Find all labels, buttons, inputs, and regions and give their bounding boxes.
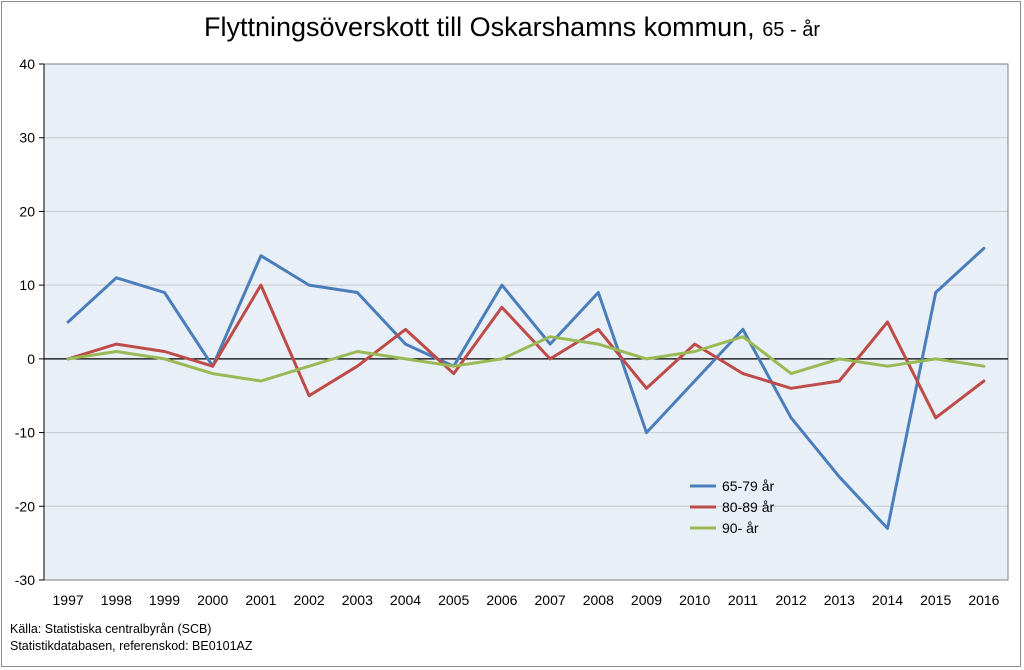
x-tick-label: 1999: [149, 592, 180, 608]
x-tick-label: 2014: [872, 592, 903, 608]
x-tick-label: 2006: [486, 592, 517, 608]
y-tick-label: 10: [19, 277, 35, 293]
x-tick-label: 2009: [631, 592, 662, 608]
y-tick-label: 40: [19, 56, 35, 72]
x-tick-label: 1998: [101, 592, 132, 608]
chart-title: Flyttningsöverskott till Oskarshamns kom…: [0, 12, 1024, 43]
source-line-1: Källa: Statistiska centralbyrån (SCB): [10, 622, 212, 636]
y-tick-label: 0: [27, 351, 35, 367]
x-tick-label: 2016: [968, 592, 999, 608]
y-tick-label: -20: [15, 498, 35, 514]
y-tick-label: 20: [19, 203, 35, 219]
x-tick-label: 1997: [53, 592, 84, 608]
y-tick-label: -30: [15, 572, 35, 588]
x-tick-label: 2011: [728, 592, 758, 608]
legend: 65-79 år 80-89 år 90- år: [690, 478, 774, 536]
plot-area: [44, 64, 1008, 580]
x-tick-label: 2000: [197, 592, 228, 608]
x-tick-label: 2005: [438, 592, 469, 608]
series-line-3: [66, 335, 986, 383]
x-tick-label: 2002: [294, 592, 325, 608]
x-tick-label: 2013: [824, 592, 855, 608]
legend-label: 65-79 år: [722, 478, 774, 494]
x-tick-label: 2004: [390, 592, 421, 608]
chart-subtitle: 65 - år: [762, 19, 820, 41]
x-tick-label: 2003: [342, 592, 373, 608]
legend-label: 90- år: [722, 520, 759, 536]
x-tick-label: 2010: [679, 592, 710, 608]
chart-title-main: Flyttningsöverskott till Oskarshamns kom…: [204, 12, 755, 42]
source-note: Källa: Statistiska centralbyrån (SCB) St…: [10, 621, 253, 655]
x-tick-label: 2007: [535, 592, 566, 608]
series-line-1: [66, 246, 986, 530]
y-tick-label: -10: [15, 425, 35, 441]
source-line-2: Statistikdatabasen, referenskod: BE0101A…: [10, 639, 253, 653]
x-tick-label: 2008: [583, 592, 614, 608]
x-tick-label: 2015: [920, 592, 951, 608]
y-tick-label: 30: [19, 130, 35, 146]
series-line-2: [66, 283, 986, 420]
legend-label: 80-89 år: [722, 499, 774, 515]
y-axis-ticks: 40 30 20 10 0 -10 -20 -30: [15, 56, 44, 588]
x-tick-label: 2012: [776, 592, 807, 608]
x-tick-label: 2001: [245, 592, 276, 608]
x-axis-ticks: 1997 1998 1999 2000 2001 2002 2003 2004 2005 2006…: [53, 592, 1000, 608]
series-lines: [66, 246, 986, 530]
